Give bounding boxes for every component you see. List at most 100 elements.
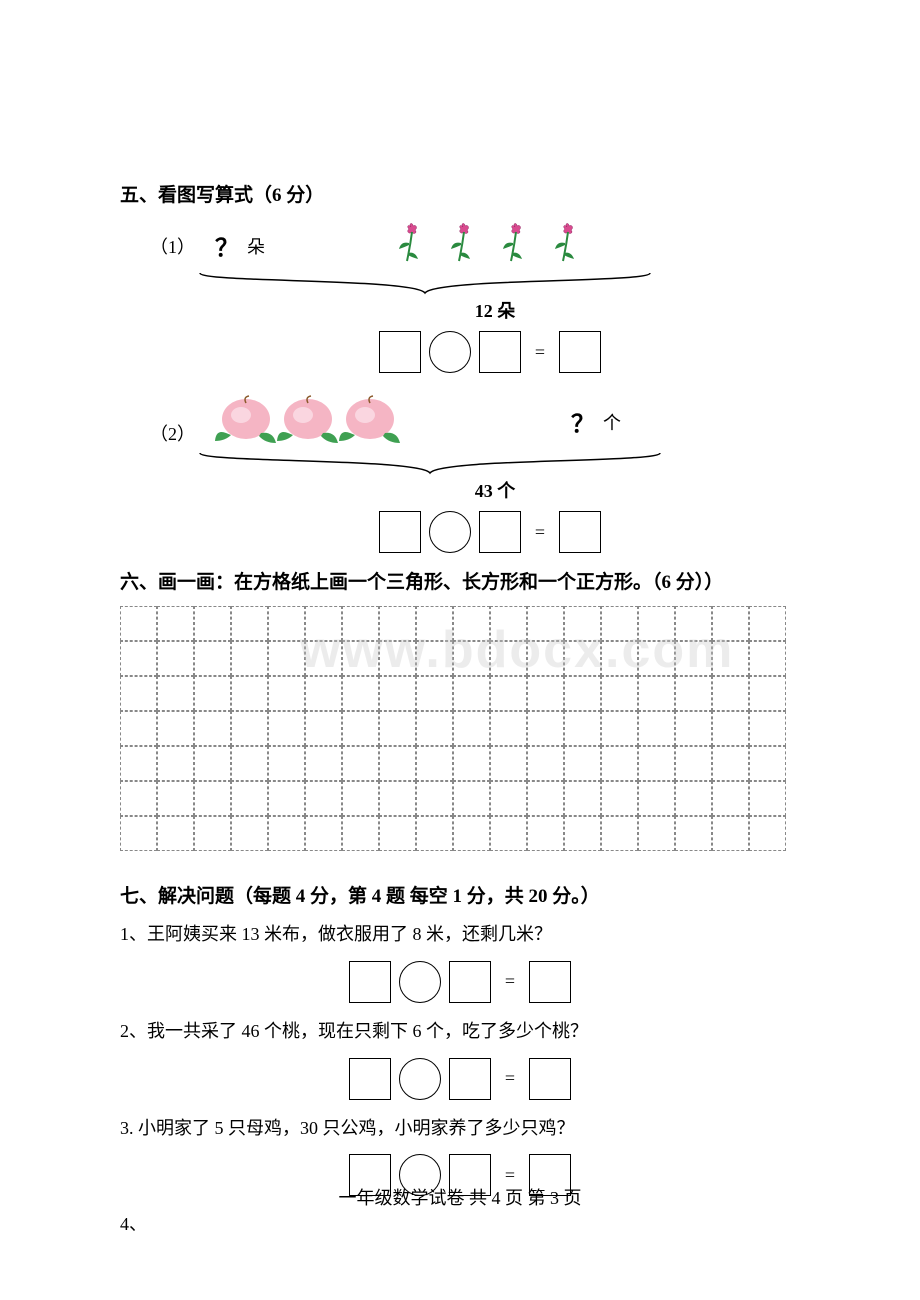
grid-cell: [453, 746, 490, 781]
grid-cell: [453, 781, 490, 816]
grid-cell: [342, 781, 379, 816]
page-footer: 一年级数学试卷 共 4 页 第 3 页: [0, 1184, 920, 1210]
grid-cell: [490, 781, 527, 816]
flower-group: [385, 219, 593, 272]
q2-unknown-unit: 个: [603, 409, 621, 435]
q2-brace: 43 个: [190, 448, 800, 503]
q1-brace: 12 朵: [190, 268, 800, 323]
grid-cell: [675, 746, 712, 781]
q1-unknown-mark: ？: [215, 228, 239, 263]
eq-box[interactable]: [449, 1058, 491, 1100]
q1-total-label: 12 朵: [190, 297, 800, 323]
q1-label: （1）: [150, 233, 195, 259]
grid-cell: [231, 711, 268, 746]
equals-sign: =: [505, 1068, 515, 1089]
grid-cell: [305, 781, 342, 816]
grid-cell: [638, 676, 675, 711]
grid-cell: [305, 711, 342, 746]
peach-group: [215, 391, 401, 452]
grid-cell: [342, 711, 379, 746]
eq-box[interactable]: [349, 961, 391, 1003]
grid-cell: [416, 781, 453, 816]
grid-cell: [564, 746, 601, 781]
eq-box[interactable]: [479, 331, 521, 373]
grid-cell: [564, 711, 601, 746]
grid-cell: [268, 816, 305, 851]
eq-operator-circle[interactable]: [399, 1058, 441, 1100]
grid-cell: [157, 711, 194, 746]
equals-sign: =: [535, 522, 545, 543]
grid-cell: [601, 781, 638, 816]
grid-cell: [120, 781, 157, 816]
equals-sign: =: [505, 971, 515, 992]
equals-sign: =: [505, 1165, 515, 1186]
grid-cell: [120, 746, 157, 781]
flower-icon: [391, 219, 431, 267]
eq-operator-circle[interactable]: [399, 961, 441, 1003]
grid-cell: [194, 676, 231, 711]
eq-result-box[interactable]: [529, 961, 571, 1003]
grid-cell: [416, 711, 453, 746]
grid-cell: [601, 816, 638, 851]
grid-cell: [305, 816, 342, 851]
grid-cell: [490, 816, 527, 851]
eq-box[interactable]: [449, 961, 491, 1003]
grid-cell: [120, 641, 157, 676]
eq-result-box[interactable]: [559, 331, 601, 373]
grid-cell: [601, 746, 638, 781]
section-7-title: 七、解决问题（每题 4 分，第 4 题 每空 1 分，共 20 分。）: [120, 881, 800, 908]
grid-cell: [712, 711, 749, 746]
grid-cell: [231, 781, 268, 816]
grid-cell: [564, 676, 601, 711]
grid-cell: [120, 711, 157, 746]
q7-1-text: 1、王阿姨买来 13 米布，做衣服用了 8 米，还剩几米？: [120, 920, 800, 949]
grid-cell: [749, 641, 786, 676]
grid-cell: [157, 746, 194, 781]
grid-cell: [379, 781, 416, 816]
eq-box[interactable]: [379, 511, 421, 553]
section-5-title: 五、看图写算式（6 分）: [120, 180, 800, 207]
q1-equation: =: [180, 331, 800, 373]
grid-cell: [601, 676, 638, 711]
grid-cell: [231, 606, 268, 641]
grid-cell: [490, 746, 527, 781]
eq-operator-circle[interactable]: [429, 331, 471, 373]
eq-result-box[interactable]: [529, 1058, 571, 1100]
eq-box[interactable]: [379, 331, 421, 373]
grid-cell: [675, 816, 712, 851]
grid-cell: [712, 816, 749, 851]
q7-4-text: 4、: [120, 1210, 800, 1239]
grid-cell: [342, 746, 379, 781]
section5-q2-row: （2） ？ 个: [150, 391, 800, 452]
grid-cell: [638, 746, 675, 781]
eq-result-box[interactable]: [559, 511, 601, 553]
eq-box[interactable]: [479, 511, 521, 553]
grid-cell: [379, 816, 416, 851]
peach-icon: [335, 391, 405, 447]
grid-cell: [527, 816, 564, 851]
flower-icon: [495, 219, 535, 267]
grid-cell: [564, 816, 601, 851]
grid-cell: [712, 746, 749, 781]
grid-cell: [379, 711, 416, 746]
grid-cell: [157, 676, 194, 711]
grid-cell: [712, 781, 749, 816]
eq-box[interactable]: [349, 1058, 391, 1100]
grid-cell: [453, 816, 490, 851]
grid-cell: [749, 746, 786, 781]
grid-cell: [638, 711, 675, 746]
grid-cell: [231, 641, 268, 676]
grid-cell: [416, 816, 453, 851]
grid-cell: [231, 816, 268, 851]
grid-cell: [305, 676, 342, 711]
q7-3-text: 3. 小明家了 5 只母鸡，30 只公鸡，小明家养了多少只鸡？: [120, 1114, 800, 1143]
q2-unknown-mark: ？: [571, 404, 595, 439]
eq-operator-circle[interactable]: [429, 511, 471, 553]
flower-icon: [547, 219, 587, 267]
grid-cell: [120, 816, 157, 851]
grid-cell: [675, 711, 712, 746]
section-6-title: 六、画一画：在方格纸上画一个三角形、长方形和一个正方形。（6 分））: [120, 567, 800, 594]
grid-cell: [749, 711, 786, 746]
grid-cell: [120, 606, 157, 641]
grid-cell: [305, 746, 342, 781]
